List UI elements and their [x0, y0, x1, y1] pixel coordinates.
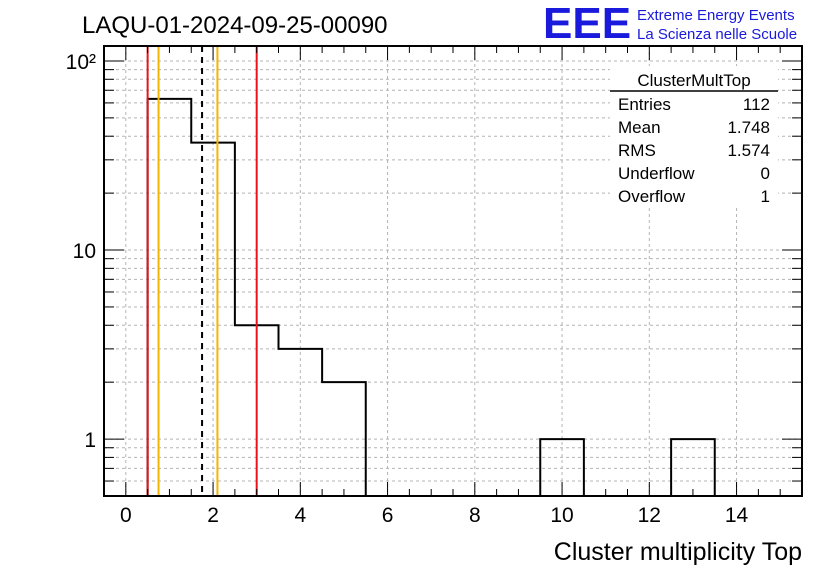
x-tick-label: 4 [294, 504, 306, 527]
stats-value-overflow: 1 [761, 187, 770, 206]
stats-box: ClusterMultTop Entries 112 Mean 1.748 RM… [610, 66, 778, 206]
x-tick-label: 6 [382, 504, 394, 527]
stats-value-mean: 1.748 [727, 118, 770, 137]
histogram-outline [670, 438, 716, 496]
stats-label-rms: RMS [618, 141, 656, 160]
marker-lines [146, 46, 258, 496]
histogram-bin [671, 439, 715, 496]
stats-box-title: ClusterMultTop [637, 71, 750, 90]
stats-label-mean: Mean [618, 118, 661, 137]
run-title: LAQU-01-2024-09-25-00090 [82, 12, 388, 39]
logo-line-2: La Scienza nelle Scuole [637, 26, 797, 43]
stats-value-entries: 112 [743, 95, 770, 114]
stats-label-underflow: Underflow [618, 164, 695, 183]
logo-line-1: Extreme Energy Events [637, 7, 795, 24]
x-tick-label: 14 [725, 504, 749, 527]
stats-value-underflow: 0 [761, 164, 770, 183]
x-axis-title: Cluster multiplicity Top [554, 538, 802, 566]
histogram-bin [322, 382, 366, 496]
x-tick-label: 2 [207, 504, 219, 527]
histogram-bin [191, 143, 235, 496]
eee-logo: EEE Extreme Energy Events La Scienza nel… [543, 0, 797, 48]
histogram-bin [148, 99, 192, 496]
x-tick-label: 12 [638, 504, 661, 527]
y-tick-label: 10² [66, 51, 96, 74]
x-tick-label: 8 [469, 504, 481, 527]
stats-label-entries: Entries [618, 95, 671, 114]
x-tick-label: 0 [120, 504, 132, 527]
grid-layer [104, 46, 802, 497]
y-tick-label: 1 [84, 429, 96, 452]
eee-logo-text: EEE [543, 0, 631, 48]
histogram-outline [539, 438, 585, 496]
histogram-bin [279, 349, 323, 496]
stats-label-overflow: Overflow [618, 187, 686, 206]
x-tick-label: 10 [550, 504, 573, 527]
stats-box-background [610, 66, 778, 206]
y-tick-label: 10 [73, 240, 96, 263]
stats-value-rms: 1.574 [727, 141, 770, 160]
